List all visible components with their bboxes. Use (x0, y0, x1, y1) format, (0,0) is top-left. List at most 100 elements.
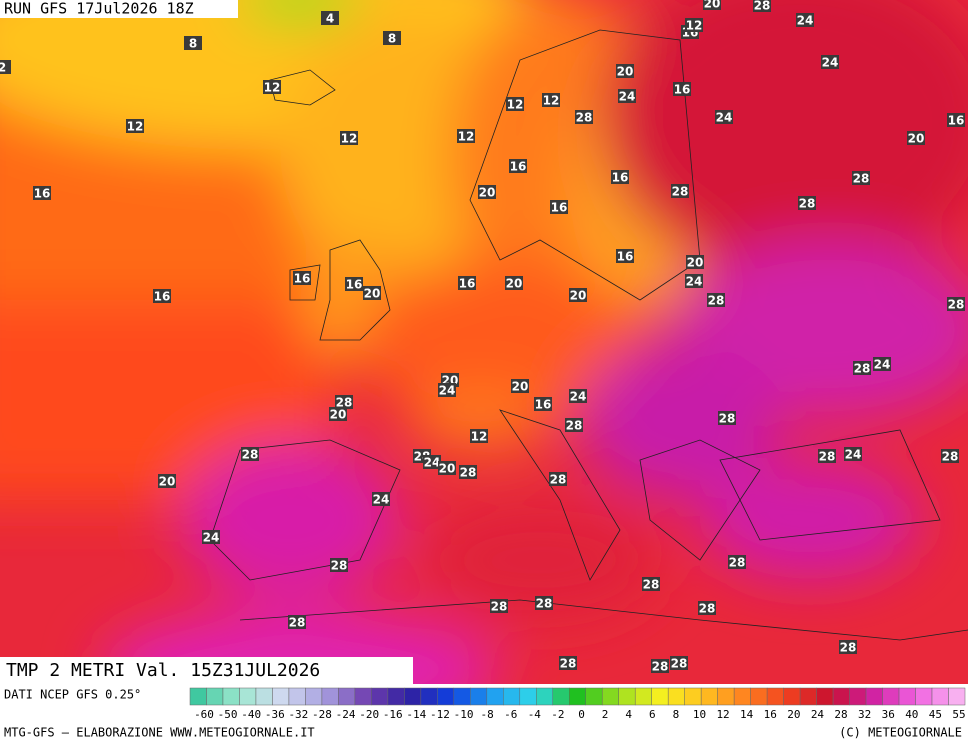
colorbar-swatch (651, 687, 669, 706)
contour-label: 28 (699, 602, 716, 616)
label-box (542, 93, 560, 107)
colorbar-swatch (470, 687, 488, 706)
label-box (853, 361, 871, 375)
contour-label: 20 (159, 475, 176, 489)
label-box (550, 200, 568, 214)
label-box (907, 131, 925, 145)
label-box (569, 389, 587, 403)
label-box (0, 60, 11, 74)
contour-label: 28 (336, 396, 353, 410)
contour-label: 16 (612, 171, 629, 185)
contour-label: 28 (536, 597, 553, 611)
label-box (340, 131, 358, 145)
colorbar-swatch (585, 687, 603, 706)
colorbar-swatch (503, 687, 521, 706)
colorbar-tick-label: -10 (454, 708, 474, 721)
copyright: (C) METEOGIORNALE (839, 726, 962, 740)
colorbar-swatch (255, 687, 273, 706)
credit: MTG-GFS — ELABORAZIONE WWW.METEOGIORNALE… (4, 726, 315, 740)
colorbar-swatch (288, 687, 306, 706)
contour-label: 8 (189, 37, 197, 51)
colorbar-tick-label: -28 (312, 708, 332, 721)
label-box (423, 455, 441, 469)
label-box (241, 447, 259, 461)
contour-label: 24 (439, 384, 456, 398)
contour-label: 16 (154, 290, 171, 304)
label-box (796, 13, 814, 27)
colorbar-tick-label: 45 (929, 708, 942, 721)
label-box (685, 274, 703, 288)
label-box (549, 472, 567, 486)
contour-label: 24 (845, 448, 862, 462)
colorbar-tick-label: 32 (858, 708, 871, 721)
colorbar-swatch (898, 687, 916, 706)
contour-label: 28 (652, 660, 669, 674)
label-box (651, 659, 669, 673)
contour-label: 28 (853, 172, 870, 186)
label-box (844, 447, 862, 461)
label-box (611, 170, 629, 184)
colorbar-tick-label: -4 (528, 708, 542, 721)
contour-label: 24 (686, 275, 703, 289)
colorbar-tick-label: 24 (811, 708, 825, 721)
colorbar-swatch (750, 687, 768, 706)
contour-label: 24 (570, 390, 587, 404)
colorbar-tick-label: -6 (504, 708, 517, 721)
contour-label: 4 (326, 12, 334, 26)
colorbar-tick-label: 55 (952, 708, 965, 721)
colorbar-swatch (354, 687, 372, 706)
colorbar-swatch (404, 687, 422, 706)
contour-label: 24 (797, 14, 814, 28)
label-box (363, 286, 381, 300)
label-box (457, 129, 475, 143)
label-box (947, 297, 965, 311)
contour-label: 16 (551, 201, 568, 215)
colorbar: -60 -50 -40 -36 -32 -28 -24 -20 -16 -14 -12 -10 -8 -6… (189, 687, 966, 721)
colorbar-swatch (486, 687, 504, 706)
colorbar-tick-label: 28 (834, 708, 847, 721)
colorbar-swatch (552, 687, 570, 706)
label-box (329, 407, 347, 421)
label-box (839, 640, 857, 654)
colorbar-tick-label: -50 (218, 708, 238, 721)
label-box (569, 288, 587, 302)
colorbar-swatch (305, 687, 323, 706)
contour-label: 12 (127, 120, 144, 134)
colorbar-swatch (321, 687, 339, 706)
colorbar-swatch (437, 687, 455, 706)
label-box (459, 465, 477, 479)
label-box (126, 119, 144, 133)
contour-label: 28 (576, 111, 593, 125)
label-box (458, 276, 476, 290)
contour-label: 28 (643, 578, 660, 592)
label-box (293, 271, 311, 285)
contour-label: 28 (671, 657, 688, 671)
label-box (535, 596, 553, 610)
label-box (438, 383, 456, 397)
contour-label: 28 (560, 657, 577, 671)
colorbar-swatch (832, 687, 850, 706)
source: DATI NCEP GFS 0.25° (4, 688, 141, 702)
label-box (698, 601, 716, 615)
contour-label: 28 (754, 0, 771, 13)
contour-label: 28 (242, 448, 259, 462)
contour-label: 24 (874, 358, 891, 372)
colorbar-tick-label: -14 (406, 708, 426, 721)
contour-label: 16 (346, 278, 363, 292)
colorbar-tick-label: 36 (882, 708, 895, 721)
label-box (345, 277, 363, 291)
colorbar-swatch (272, 687, 290, 706)
contour-label: 20 (512, 380, 529, 394)
colorbar-tick-label: -20 (359, 708, 379, 721)
contour-label: 12 (341, 132, 358, 146)
contour-label: 28 (708, 294, 725, 308)
contour-label: 16 (617, 250, 634, 264)
colorbar-swatch (536, 687, 554, 706)
label-box (618, 89, 636, 103)
contour-label: 12 (471, 430, 488, 444)
contour-label: 20 (908, 132, 925, 146)
colorbar-tick-label: 2 (602, 708, 609, 721)
contour-label: 16 (459, 277, 476, 291)
label-box (330, 558, 348, 572)
